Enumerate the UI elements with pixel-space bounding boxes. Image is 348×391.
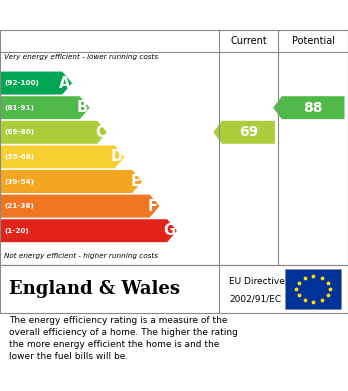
Polygon shape	[213, 121, 275, 144]
Text: E: E	[130, 174, 141, 189]
Polygon shape	[0, 195, 159, 218]
Text: F: F	[148, 199, 158, 213]
Text: Very energy efficient - lower running costs: Very energy efficient - lower running co…	[4, 54, 158, 60]
Text: Not energy efficient - higher running costs: Not energy efficient - higher running co…	[4, 253, 158, 259]
Text: Potential: Potential	[292, 36, 335, 46]
Text: The energy efficiency rating is a measure of the
overall efficiency of a home. T: The energy efficiency rating is a measur…	[9, 316, 238, 361]
Text: 2002/91/EC: 2002/91/EC	[229, 294, 281, 303]
Text: A: A	[59, 75, 71, 91]
Bar	[285, 269, 341, 309]
Text: 69: 69	[239, 125, 258, 139]
Text: (55-68): (55-68)	[4, 154, 34, 160]
Text: 88: 88	[303, 101, 323, 115]
Text: (39-54): (39-54)	[4, 179, 34, 185]
Polygon shape	[0, 72, 72, 95]
Text: B: B	[77, 100, 88, 115]
Text: Energy Efficiency Rating: Energy Efficiency Rating	[9, 7, 230, 23]
Polygon shape	[273, 96, 345, 119]
Text: (21-38): (21-38)	[4, 203, 34, 209]
Text: (81-91): (81-91)	[4, 105, 34, 111]
Polygon shape	[0, 145, 125, 169]
Text: D: D	[111, 149, 123, 164]
Polygon shape	[0, 121, 107, 144]
Text: G: G	[164, 223, 175, 238]
Polygon shape	[0, 219, 177, 242]
Text: England & Wales: England & Wales	[9, 280, 180, 298]
Polygon shape	[0, 96, 89, 119]
Text: (92-100): (92-100)	[4, 80, 39, 86]
Text: (69-80): (69-80)	[4, 129, 34, 135]
Polygon shape	[0, 170, 142, 193]
Text: Current: Current	[230, 36, 267, 46]
Text: (1-20): (1-20)	[4, 228, 29, 234]
Text: EU Directive: EU Directive	[229, 277, 285, 286]
Text: C: C	[95, 125, 105, 140]
